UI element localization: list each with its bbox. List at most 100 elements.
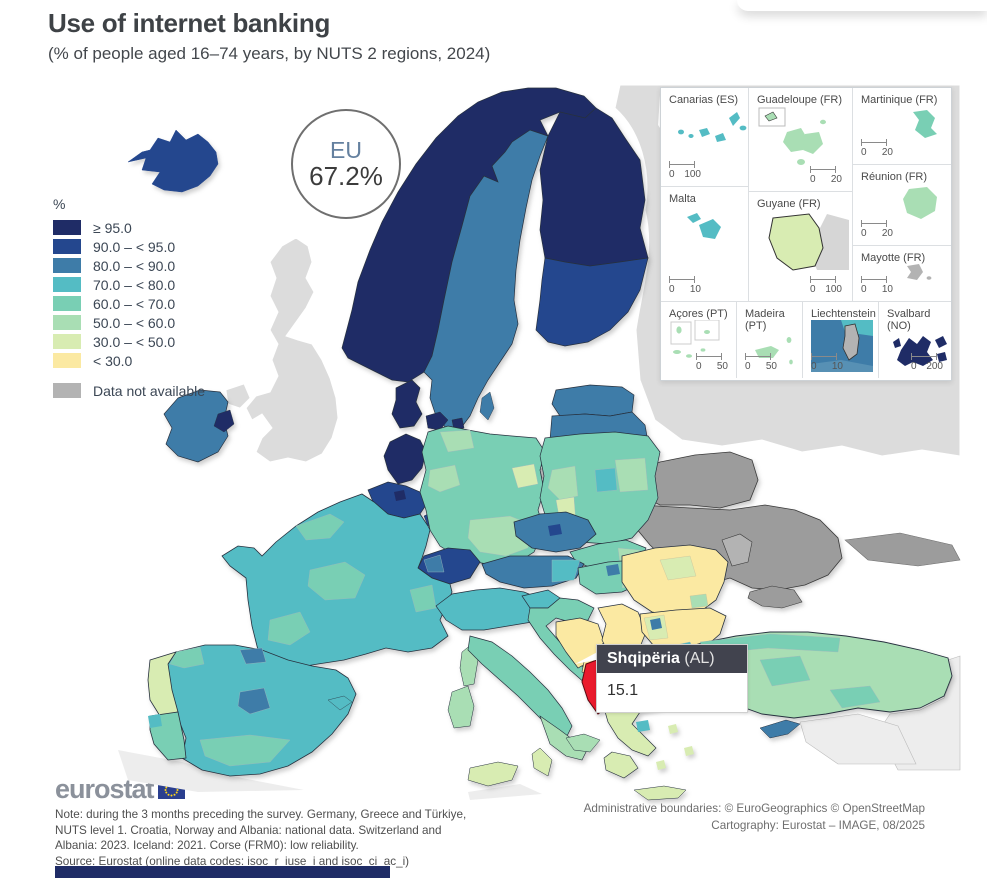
region-ireland[interactable] [163, 389, 229, 463]
region-sofia[interactable] [650, 618, 662, 630]
region-madrid[interactable] [237, 687, 271, 715]
region-balearics[interactable] [327, 695, 353, 711]
region-france-normandy[interactable] [295, 513, 345, 541]
region-syria[interactable] [799, 713, 917, 765]
region-romania[interactable] [621, 544, 729, 617]
region-sardegna[interactable] [447, 685, 475, 729]
legend-item: 60.0 – < 70.0 [53, 295, 205, 312]
region-sicilia[interactable] [467, 761, 519, 787]
scale-bar: 0 50 [745, 353, 777, 372]
region-germany-east[interactable] [511, 463, 539, 489]
page-title: Use of internet banking [48, 8, 331, 38]
region-moldova[interactable] [721, 533, 753, 567]
region-andalusia[interactable] [199, 734, 291, 767]
legend-swatch [53, 353, 81, 368]
scale-bar: 0 100 [669, 161, 701, 180]
bottom-accent-bar [55, 866, 390, 878]
inset-madeira[interactable]: Madeira (PT) 0 50 [737, 302, 803, 378]
inset-guyane[interactable]: Guyane (FR) 0 100 [749, 192, 853, 302]
region-germany-west[interactable] [427, 464, 461, 493]
legend-swatch [53, 315, 81, 330]
map-legend: % ≥ 95.0 90.0 – < 95.0 80.0 – < 90.0 70.… [53, 196, 205, 401]
region-france-centre[interactable] [307, 561, 366, 601]
legend-swatch [53, 277, 81, 292]
region-germany-north[interactable] [439, 429, 475, 453]
region-estonia[interactable] [551, 384, 635, 417]
inset-mayotte[interactable]: Mayotte (FR) 0 10 [853, 246, 951, 302]
choropleth-regions [127, 87, 953, 801]
cartography-credit: Cartography: Eurostat – IMAGE, 08/2025 [711, 818, 925, 832]
inset-reunion[interactable]: Réunion (FR) 0 20 [853, 165, 951, 246]
region-puglia[interactable] [565, 733, 601, 753]
liechtenstein-map [811, 320, 873, 372]
region-finland-north[interactable] [539, 107, 649, 267]
note-line: Source: Eurostat (online data codes: iso… [55, 854, 410, 868]
region-aegean-islands[interactable] [656, 724, 694, 770]
region-sweden[interactable] [423, 129, 549, 433]
inset-guadeloupe[interactable]: Guadeloupe (FR) 0 20 [749, 88, 853, 192]
region-basque[interactable] [239, 647, 267, 665]
region-brussels[interactable] [394, 490, 406, 501]
region-poland-east[interactable] [614, 457, 649, 493]
legend-swatch [53, 334, 81, 349]
region-poland-mazowieckie[interactable] [594, 467, 618, 493]
malta-map [687, 213, 721, 239]
region-austria-east[interactable] [551, 559, 581, 583]
region-tooltip: Shqipëria (AL) 15.1 [596, 644, 748, 713]
mayotte-map [907, 264, 932, 280]
region-calabria[interactable] [531, 747, 553, 777]
guadeloupe-map [758, 107, 826, 165]
region-turkey-centre[interactable] [759, 655, 811, 687]
region-uk[interactable] [245, 237, 339, 463]
region-netherlands[interactable] [383, 433, 427, 485]
inset-canarias[interactable]: Canarias (ES) 0 100 [661, 88, 749, 187]
overseas-insets-panel: Canarias (ES) 0 100 Malta 0 10 [660, 87, 952, 381]
legend-swatch [53, 239, 81, 254]
inset-liechtenstein[interactable]: Liechtenstein 0 10 [803, 302, 879, 378]
tooltip-region-code: (AL) [684, 650, 715, 667]
admin-boundaries-credit: Administrative boundaries: © EuroGeograp… [583, 802, 925, 815]
region-crimea[interactable] [747, 585, 803, 609]
region-peloponnese[interactable] [603, 751, 639, 779]
region-caucasus[interactable] [844, 532, 961, 567]
region-france-alps[interactable] [409, 584, 437, 613]
region-romania-northwest[interactable] [659, 555, 697, 581]
region-ireland-east[interactable] [213, 409, 235, 433]
region-lisboa[interactable] [148, 714, 162, 728]
note-line: Albania: 2023. Iceland: 2021. Corse (FRM… [55, 839, 359, 853]
martinique-map [913, 110, 937, 138]
region-bucharest[interactable] [689, 593, 709, 609]
scale-bar: 0 200 [911, 353, 943, 372]
region-northern-ireland[interactable] [225, 383, 251, 409]
region-tunisia[interactable] [468, 784, 542, 800]
tooltip-value: 15.1 [597, 673, 747, 712]
legend-swatch [53, 220, 81, 235]
region-iceland[interactable] [127, 129, 219, 193]
legend-swatch [53, 383, 81, 398]
legend-item-no-data: Data not available [53, 382, 205, 399]
region-attica[interactable] [636, 720, 650, 732]
region-galicia[interactable] [169, 646, 205, 669]
scale-bar: 0 10 [861, 276, 893, 295]
inset-acores[interactable]: Açores (PT) 0 50 [661, 302, 737, 378]
scale-bar: 0 10 [669, 276, 701, 295]
region-prague[interactable] [548, 524, 562, 536]
region-turkey-southeast[interactable] [829, 685, 881, 709]
region-crete[interactable] [633, 785, 687, 801]
region-gotland[interactable] [479, 391, 495, 421]
region-denmark[interactable] [391, 379, 423, 429]
inset-martinique[interactable]: Martinique (FR) 0 20 [853, 88, 951, 165]
region-france-aquitaine[interactable] [267, 611, 311, 646]
region-cyprus[interactable] [759, 719, 801, 739]
note-line: Note: during the 3 months preceding the … [55, 808, 467, 821]
region-switzerland-west[interactable] [423, 554, 445, 573]
region-finland-south[interactable] [535, 257, 649, 347]
tooltip-header: Shqipëria (AL) [597, 645, 747, 673]
map-credits: Administrative boundaries: © EuroGeograp… [584, 801, 925, 835]
footnotes: Note: during the 3 months preceding the … [55, 807, 466, 869]
legend-item: 30.0 – < 50.0 [53, 333, 205, 350]
inset-malta[interactable]: Malta 0 10 [661, 187, 749, 302]
region-denmark-islands[interactable] [425, 411, 465, 431]
inset-svalbard[interactable]: Svalbard (NO) 0 200 [879, 302, 951, 378]
region-budapest[interactable] [606, 564, 620, 576]
